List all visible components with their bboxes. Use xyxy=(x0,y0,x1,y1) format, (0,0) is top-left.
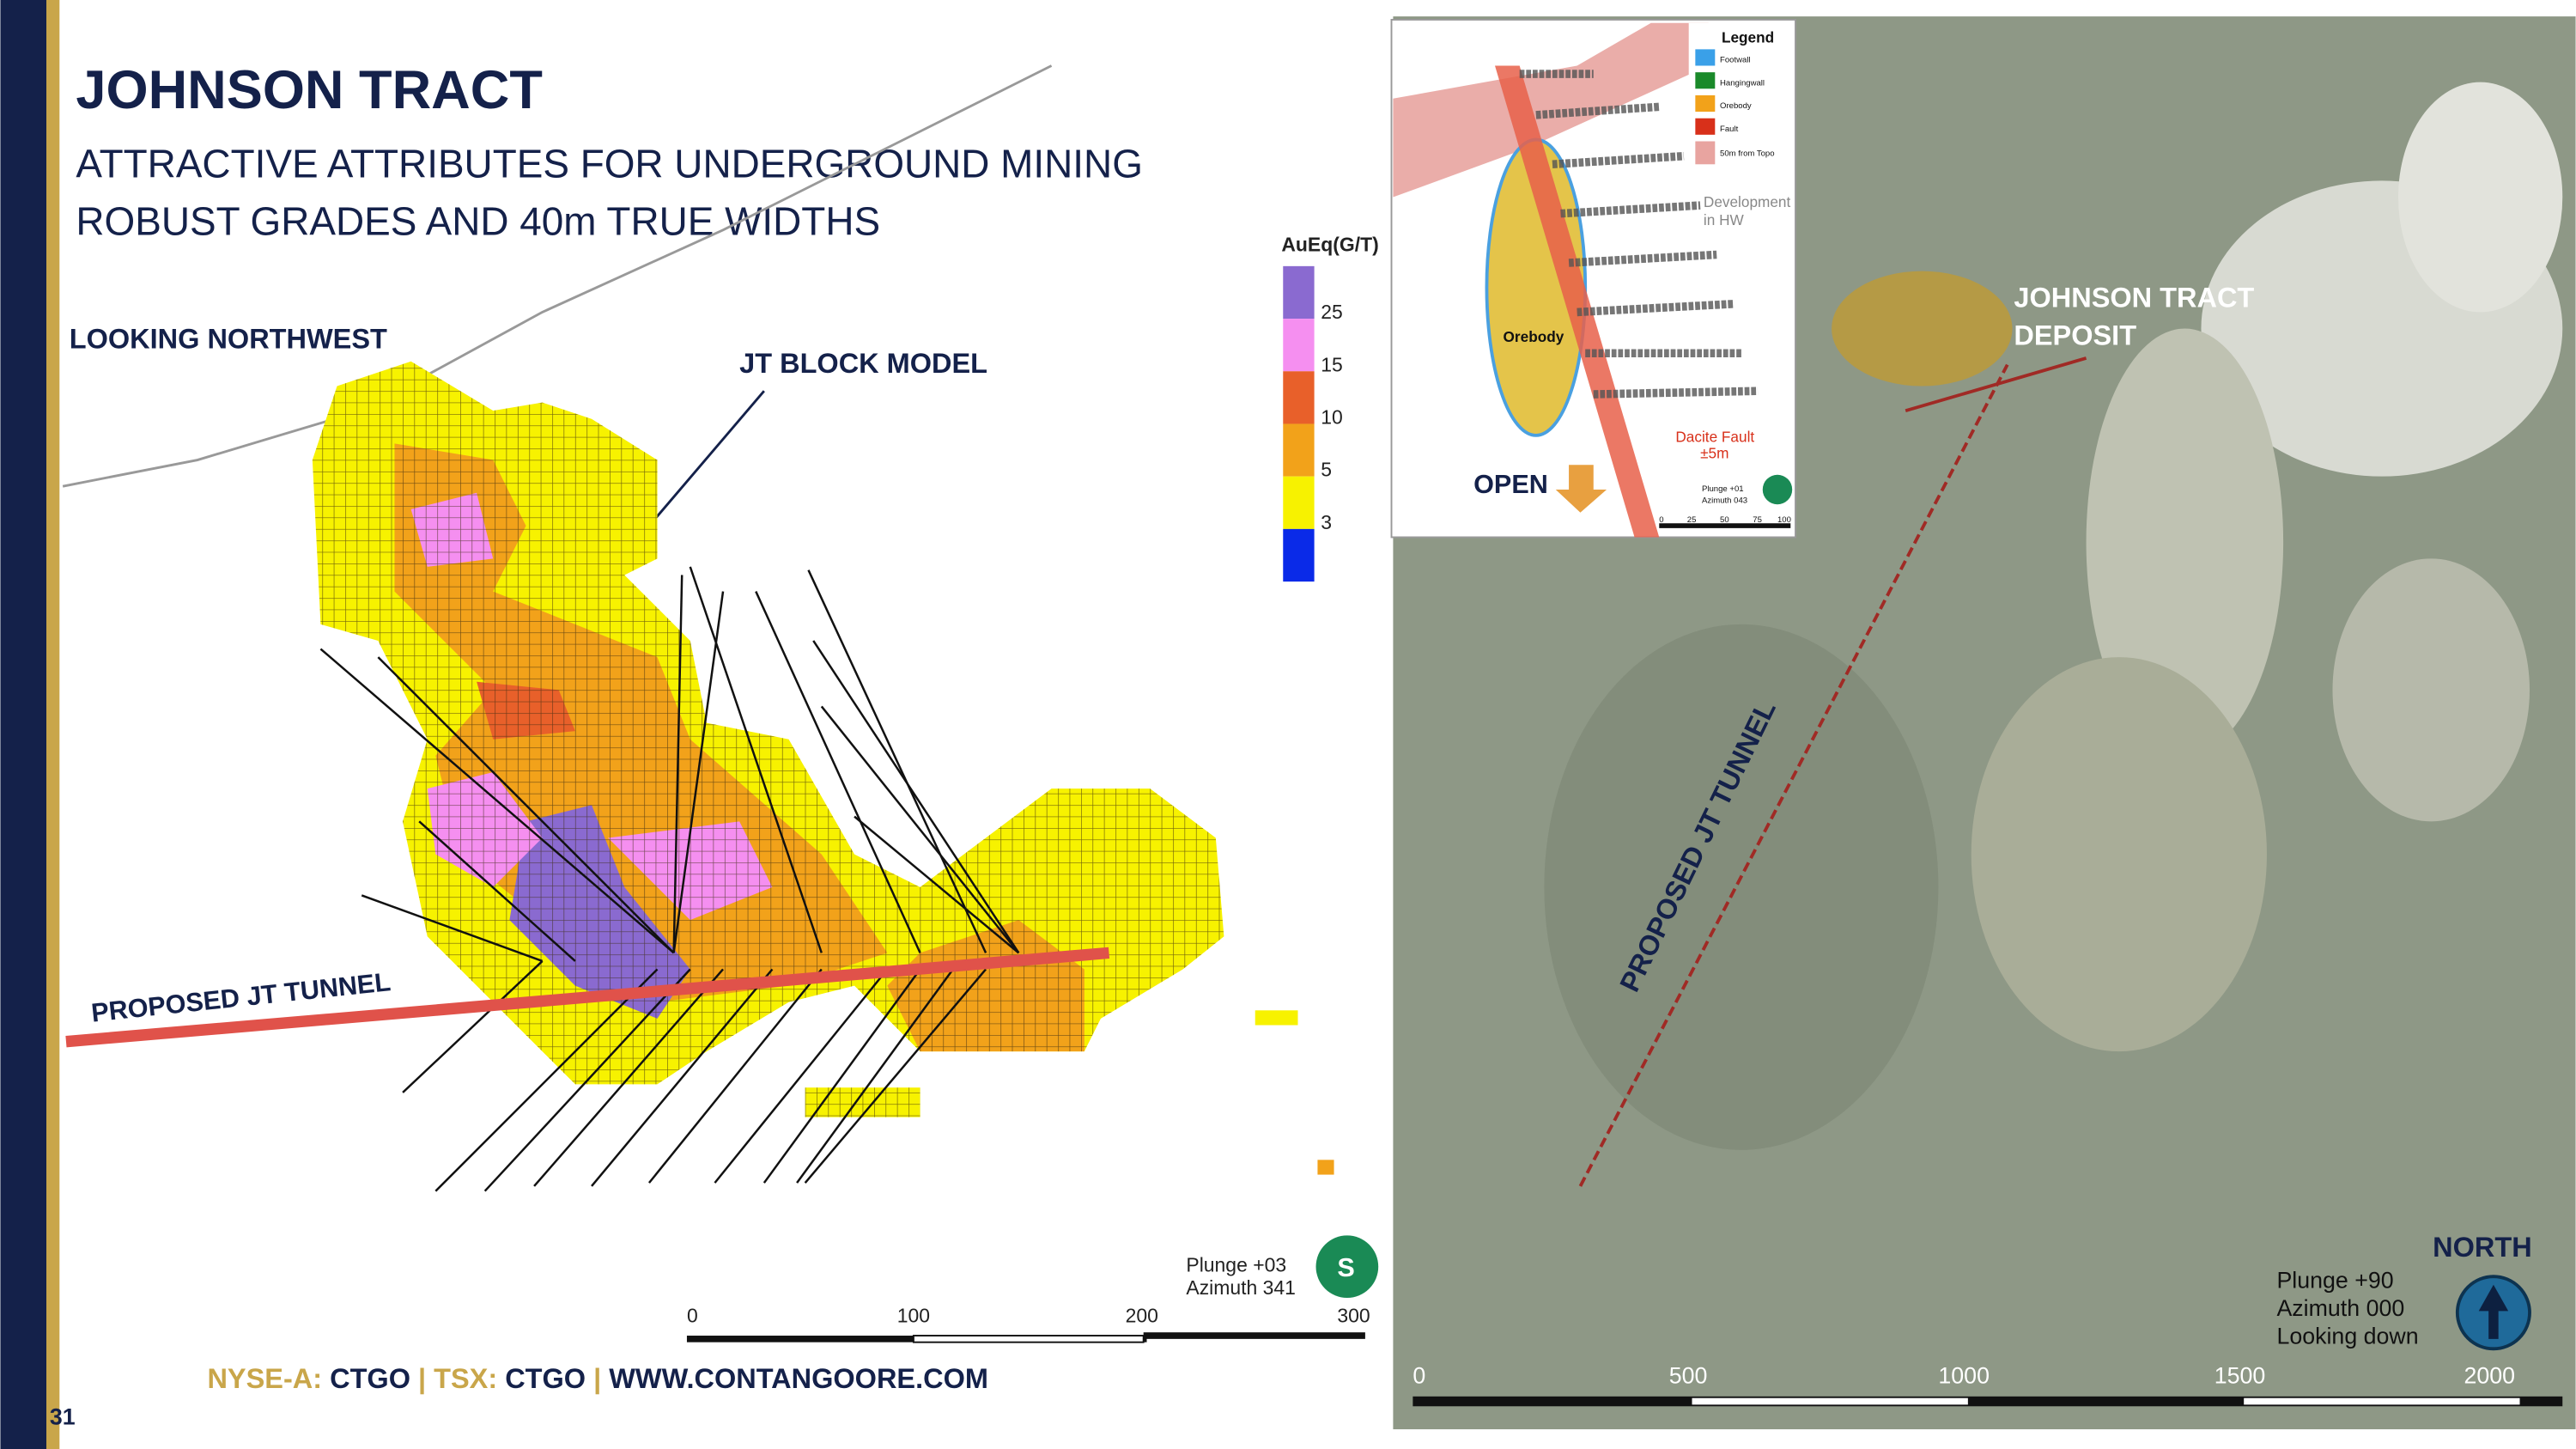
scale-label: 1500 xyxy=(2215,1362,2266,1388)
inset-orientation: Plunge +01 xyxy=(1702,484,1744,494)
deposit-label: JOHNSON TRACT xyxy=(2014,283,2254,314)
inset-legend-item: 50m from Topo xyxy=(1720,149,1775,159)
scale-label: 300 xyxy=(1337,1305,1370,1327)
footer-part: CTGO xyxy=(505,1363,586,1394)
title: JOHNSON TRACT xyxy=(76,60,542,120)
subtitle: ATTRACTIVE ATTRIBUTES FOR UNDERGROUND MI… xyxy=(76,142,1142,186)
inset-legend-title: Legend xyxy=(1722,29,1774,46)
compass xyxy=(1315,1235,1379,1299)
model-label: JT BLOCK MODEL xyxy=(739,348,987,379)
scale-label: 500 xyxy=(1669,1362,1708,1388)
scale-label: 100 xyxy=(897,1305,930,1327)
subtitle: ROBUST GRADES AND 40m TRUE WIDTHS xyxy=(76,199,880,244)
legend-value: 5 xyxy=(1321,459,1332,481)
scale-label: 0 xyxy=(687,1305,698,1327)
legend-value: 15 xyxy=(1321,353,1343,375)
inset-note: in HW xyxy=(1704,211,1745,228)
drill-holes xyxy=(319,566,1020,1192)
view-label: LOOKING NORTHWEST xyxy=(70,323,387,354)
inset-open: OPEN xyxy=(1473,470,1548,499)
topo-line xyxy=(62,64,1053,488)
side-stripe xyxy=(46,0,60,1449)
grade-legend: AuEq(G/T) 25 15 10 5 3 xyxy=(1281,234,1379,582)
orientation: Azimuth 000 xyxy=(2276,1295,2404,1321)
orientation: Plunge +90 xyxy=(2276,1268,2393,1294)
inset-fault: ±5m xyxy=(1700,445,1728,462)
page-number: 31 xyxy=(50,1403,76,1429)
map-scale-bar: 0 500 1000 1500 2000 xyxy=(1413,1362,2563,1407)
legend-value: 3 xyxy=(1321,511,1332,533)
legend-title: AuEq(G/T) xyxy=(1281,234,1378,256)
inset xyxy=(1390,18,1796,539)
legend-value: 10 xyxy=(1321,405,1343,428)
inset-note: Development xyxy=(1704,193,1791,210)
tunnel xyxy=(65,947,1110,1048)
scale-bar: 0 100 200 300 xyxy=(686,1305,1370,1343)
scale-label: 0 xyxy=(1413,1362,1425,1388)
inset-scale: 25 xyxy=(1687,515,1697,525)
legend-value: 25 xyxy=(1321,301,1343,323)
inset-legend-item: Fault xyxy=(1720,125,1739,134)
footer-part: TSX: xyxy=(434,1363,497,1394)
scale-label: 2000 xyxy=(2464,1362,2515,1388)
inset-scale: 0 xyxy=(1659,515,1663,525)
north-arrow-head xyxy=(2478,1284,2509,1339)
side-bar xyxy=(0,0,47,1449)
footer-part: CTGO xyxy=(330,1363,410,1394)
scale-label: 200 xyxy=(1126,1305,1158,1327)
inset-fault: Dacite Fault xyxy=(1675,429,1754,446)
inset-legend-item: Orebody xyxy=(1720,101,1752,111)
footer-part: WWW.CONTANGOORE.COM xyxy=(609,1363,988,1394)
orientation: Plunge +03 xyxy=(1186,1253,1286,1275)
footer-part: | xyxy=(418,1363,426,1394)
block-model xyxy=(312,361,1334,1175)
footer-part: NYSE-A: xyxy=(207,1363,322,1394)
compass-label: S xyxy=(1337,1253,1354,1282)
inset-scale: 50 xyxy=(1720,515,1729,525)
deposit-label: DEPOSIT xyxy=(2014,320,2136,351)
inset-orientation: Azimuth 043 xyxy=(1702,496,1747,505)
scale-label: 1000 xyxy=(1938,1362,1990,1388)
north-label: NORTH xyxy=(2433,1232,2532,1263)
orientation: Looking down xyxy=(2276,1324,2418,1349)
inset-orebody: Orebody xyxy=(1504,328,1564,345)
orientation: Azimuth 341 xyxy=(1186,1276,1296,1299)
footer: NYSE-A: CTGO | TSX: CTGO | WWW.CONTANGOO… xyxy=(207,1363,988,1394)
inset-scale: 75 xyxy=(1753,515,1762,525)
inset-legend-item: Footwall xyxy=(1720,56,1751,65)
inset-legend-item: Hangingwall xyxy=(1720,78,1765,88)
inset-scale: 100 xyxy=(1777,515,1791,525)
footer-part: | xyxy=(593,1363,601,1394)
